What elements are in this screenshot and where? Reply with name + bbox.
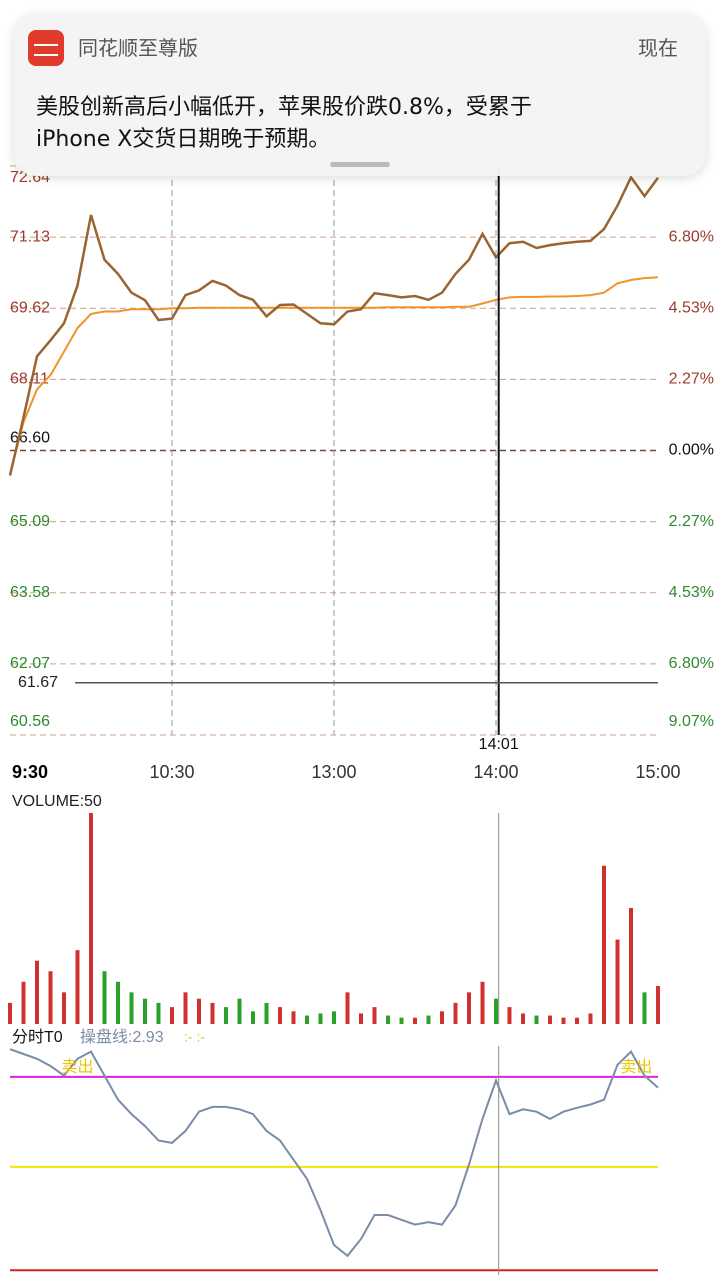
crosshair-time-label: 14:01 bbox=[479, 736, 519, 753]
crosshair-price-label: 61.67 bbox=[18, 674, 58, 691]
volume-bar bbox=[561, 1017, 566, 1024]
volume-bar bbox=[426, 1015, 431, 1024]
volume-bar bbox=[251, 1011, 255, 1024]
volume-bar bbox=[89, 813, 93, 1024]
volume-bar bbox=[264, 1002, 269, 1024]
volume-bar bbox=[143, 998, 147, 1024]
volume-bar bbox=[75, 950, 80, 1024]
x-tick-label: 14:00 bbox=[473, 762, 518, 782]
y2-tick-label: 2.27% bbox=[669, 371, 714, 388]
volume-bar bbox=[197, 998, 201, 1024]
y-tick-label: 63.58 bbox=[10, 584, 50, 601]
average-line bbox=[9, 276, 659, 475]
y2-tick-label: 2.27% bbox=[669, 513, 714, 530]
y2-tick-label: 4.53% bbox=[669, 584, 714, 601]
volume-bar bbox=[35, 960, 39, 1024]
y-tick-label: 62.07 bbox=[10, 655, 50, 672]
volume-bar bbox=[507, 1007, 512, 1024]
volume-bar bbox=[615, 939, 620, 1024]
volume-bar bbox=[548, 1015, 552, 1024]
indicator-line-label: 操盘线:2.93 bbox=[80, 1027, 164, 1046]
signal-label: 卖出 bbox=[620, 1058, 652, 1076]
volume-bar bbox=[588, 1013, 593, 1024]
volume-bar bbox=[237, 998, 242, 1024]
indicator-title: 分时T0 bbox=[12, 1028, 63, 1046]
volume-bar bbox=[183, 992, 188, 1024]
volume-bar bbox=[291, 1011, 296, 1024]
volume-bar bbox=[494, 998, 498, 1024]
volume-bar bbox=[210, 1002, 215, 1024]
message-line: 美股创新高后小幅低开，苹果股价跌0.8%，受累于 bbox=[36, 95, 532, 120]
volume-bar bbox=[224, 1007, 228, 1024]
notification-time: 现在 bbox=[638, 36, 678, 60]
volume-bar bbox=[453, 1002, 458, 1024]
y-tick-label: 68.11 bbox=[10, 371, 49, 388]
volume-bar bbox=[116, 981, 120, 1024]
volume-bar bbox=[642, 992, 647, 1024]
volume-bar bbox=[129, 992, 134, 1024]
volume-bar bbox=[332, 1011, 336, 1024]
drag-handle bbox=[330, 162, 390, 167]
y-tick-label: 71.13 bbox=[10, 228, 50, 245]
x-tick-label: 15:00 bbox=[635, 762, 680, 782]
signal-label: 卖出 bbox=[61, 1058, 93, 1076]
y2-tick-label: 9.07% bbox=[669, 713, 714, 730]
volume-bar bbox=[413, 1017, 417, 1024]
volume-bar bbox=[480, 981, 485, 1024]
volume-bar bbox=[102, 971, 107, 1024]
y2-tick-label: 4.53% bbox=[669, 300, 714, 317]
volume-bar bbox=[8, 1002, 12, 1024]
volume-bar bbox=[467, 992, 471, 1024]
y2-tick-label: 6.80% bbox=[669, 228, 714, 245]
y-tick-label: 65.09 bbox=[10, 513, 50, 530]
volume-bar bbox=[521, 1013, 525, 1024]
volume-bar bbox=[386, 1015, 390, 1024]
volume-bar bbox=[21, 981, 26, 1024]
volume-bar bbox=[305, 1015, 309, 1024]
volume-bar bbox=[318, 1013, 323, 1024]
volume-bar bbox=[62, 992, 66, 1024]
volume-bar bbox=[48, 971, 53, 1024]
y-tick-label: 69.62 bbox=[10, 299, 50, 316]
y2-tick-label: 0.00% bbox=[669, 442, 714, 459]
indicator-line bbox=[9, 1048, 659, 1258]
volume-bar bbox=[602, 865, 606, 1024]
indicator-extra-label: :- :- bbox=[184, 1029, 205, 1045]
app-icon bbox=[28, 30, 64, 66]
volume-bar bbox=[170, 1007, 174, 1024]
x-tick-label: 10:30 bbox=[149, 762, 194, 782]
app-name: 同花顺至尊版 bbox=[78, 36, 198, 60]
volume-bar bbox=[156, 1002, 161, 1024]
volume-bar bbox=[345, 992, 350, 1024]
volume-bar bbox=[372, 1007, 377, 1024]
volume-bar bbox=[399, 1017, 404, 1024]
x-tick-label: 13:00 bbox=[311, 762, 356, 782]
volume-label: VOLUME:50 bbox=[12, 793, 102, 810]
volume-bar bbox=[440, 1011, 444, 1024]
y2-tick-label: 6.80% bbox=[669, 655, 714, 672]
y-tick-label: 60.56 bbox=[10, 713, 50, 730]
price-line bbox=[8, 174, 660, 476]
x-tick-label: 9:30 bbox=[12, 762, 48, 782]
volume-bar bbox=[359, 1013, 363, 1024]
volume-bar bbox=[534, 1015, 539, 1024]
volume-bar bbox=[575, 1017, 579, 1024]
volume-bar bbox=[278, 1007, 282, 1024]
message-line: iPhone X交货日期晚于预期。 bbox=[36, 127, 331, 152]
message: 美股创新高后小幅低开，苹果股价跌0.8%，受累于 iPhone X交货日期晚于预… bbox=[36, 92, 532, 156]
volume-bar bbox=[629, 907, 633, 1024]
volume-bar bbox=[656, 986, 660, 1024]
notification[interactable]: 同花顺至尊版 现在 美股创新高后小幅低开，苹果股价跌0.8%，受累于 iPhon… bbox=[14, 14, 706, 176]
